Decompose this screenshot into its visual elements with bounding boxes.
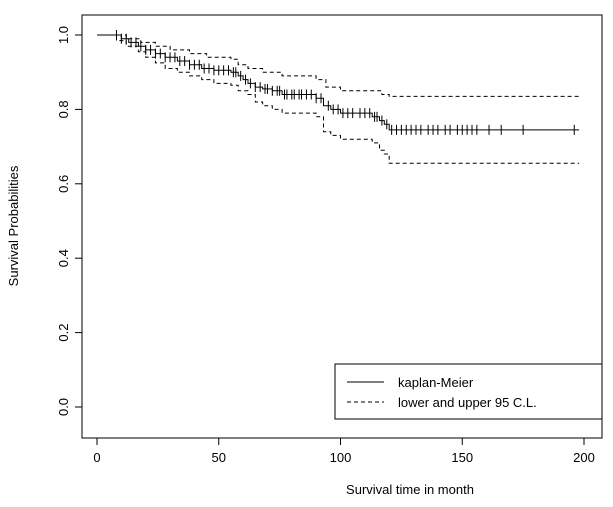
x-tick-label: 100: [330, 450, 352, 465]
y-tick-label: 0.8: [56, 100, 71, 118]
series-kaplan-meier: [97, 34, 580, 131]
series-layer: [97, 34, 580, 164]
legend: kaplan-Meier lower and upper 95 C.L.: [334, 363, 603, 420]
legend-box: [334, 363, 603, 420]
series-lower-95-cl: [97, 34, 580, 164]
y-tick-label: 0.6: [56, 175, 71, 193]
y-tick-label: 1.0: [56, 26, 71, 44]
censor-marks: [115, 30, 575, 135]
legend-label-kaplan-meier: kaplan-Meier: [398, 375, 474, 390]
y-tick-label: 0.2: [56, 324, 71, 342]
x-tick-label: 50: [212, 450, 226, 465]
x-tick-label: 150: [451, 450, 473, 465]
series-upper-95-cl: [97, 34, 580, 97]
y-axis: 0.0 0.2 0.4 0.6 0.8 1.0: [56, 26, 83, 416]
legend-label-confidence-limits: lower and upper 95 C.L.: [398, 395, 537, 410]
x-axis: 0 50 100 150 200: [93, 437, 595, 465]
x-tick-label: 200: [573, 450, 595, 465]
y-axis-title: Survival Probabilities: [6, 165, 21, 286]
x-tick-label: 0: [93, 450, 100, 465]
x-axis-title: Survival time in month: [346, 482, 474, 497]
y-tick-label: 0.0: [56, 398, 71, 416]
y-tick-label: 0.4: [56, 249, 71, 267]
